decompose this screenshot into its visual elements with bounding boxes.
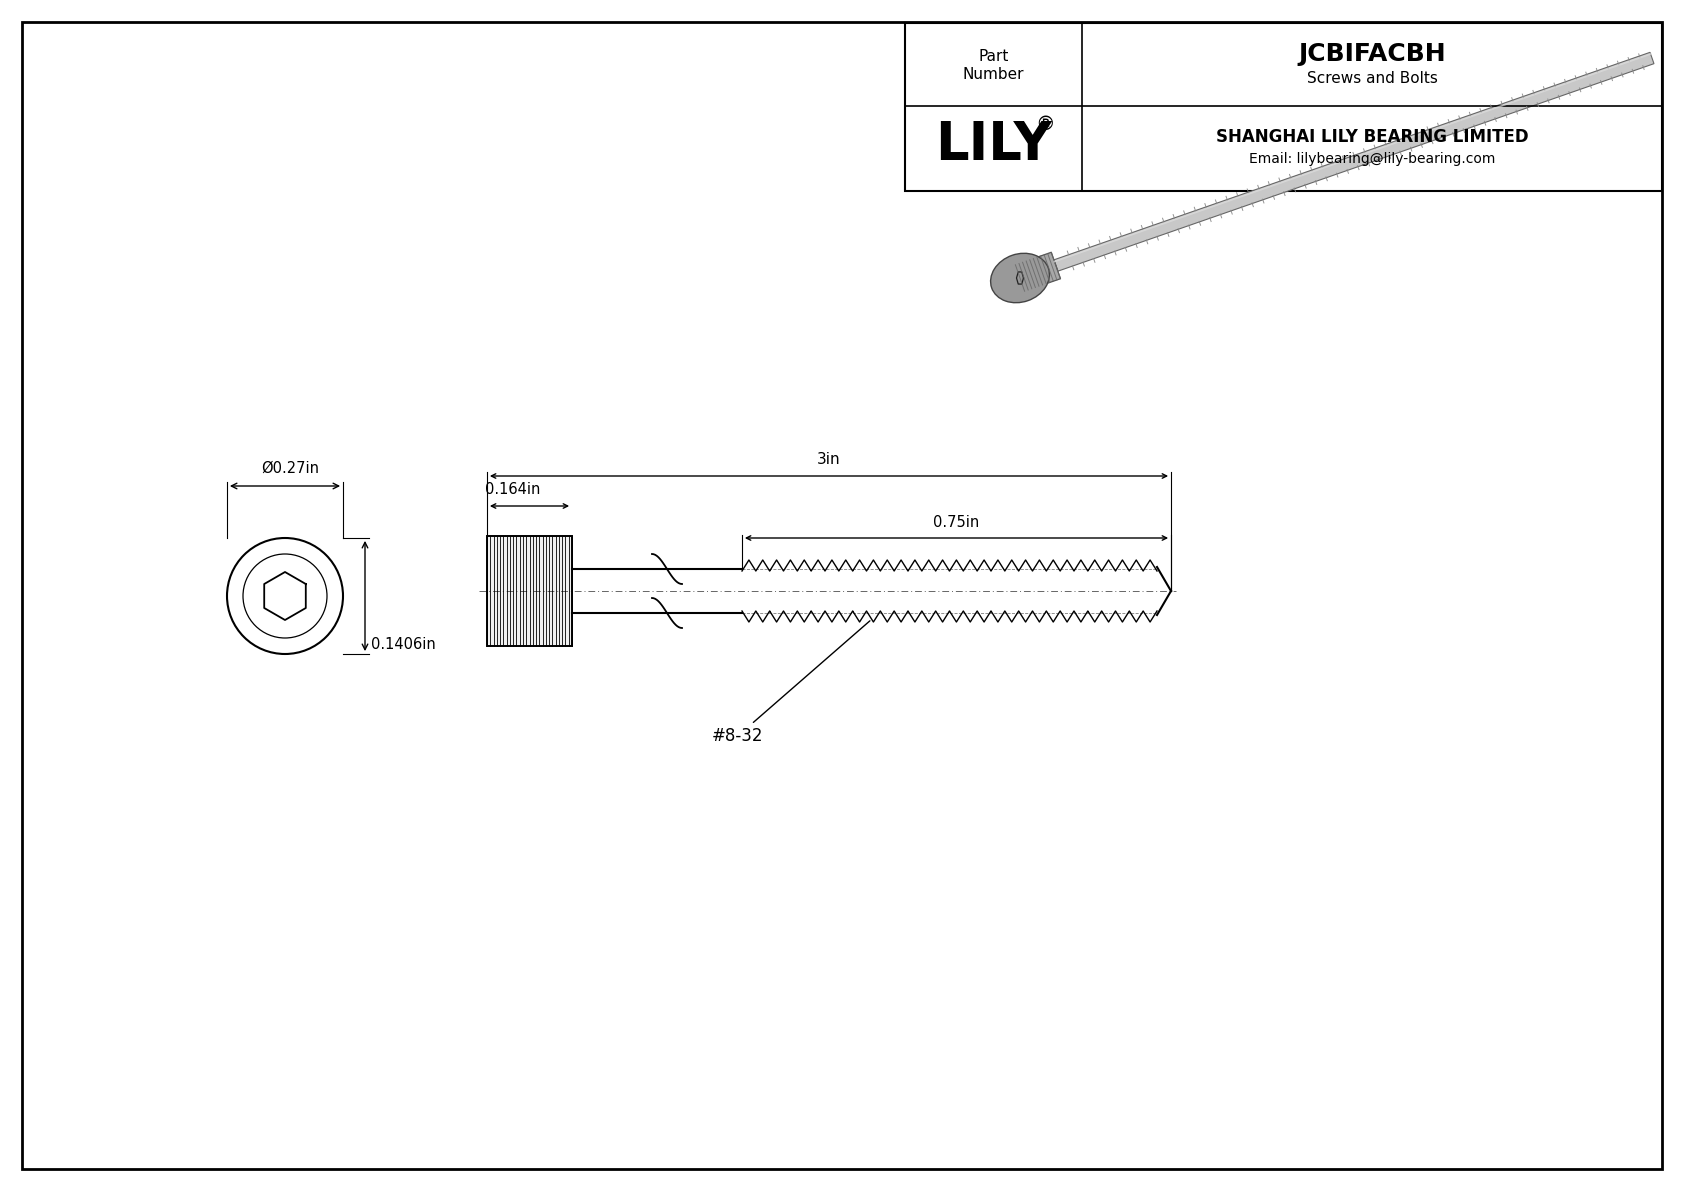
Bar xyxy=(904,23,1662,191)
Text: #8-32: #8-32 xyxy=(712,621,871,746)
Text: 0.75in: 0.75in xyxy=(933,515,980,530)
Polygon shape xyxy=(1054,52,1654,272)
Text: JCBIFACBH: JCBIFACBH xyxy=(1298,43,1447,67)
Text: LILY: LILY xyxy=(935,118,1052,170)
Text: ®: ® xyxy=(1036,116,1056,135)
Text: Part: Part xyxy=(978,49,1009,64)
Text: Screws and Bolts: Screws and Bolts xyxy=(1307,71,1438,86)
Bar xyxy=(487,536,573,646)
Text: 3in: 3in xyxy=(817,453,840,467)
Text: Email: lilybearing@lily-bearing.com: Email: lilybearing@lily-bearing.com xyxy=(1250,151,1495,166)
Polygon shape xyxy=(1015,252,1061,292)
Text: SHANGHAI LILY BEARING LIMITED: SHANGHAI LILY BEARING LIMITED xyxy=(1216,127,1529,145)
Text: 0.164in: 0.164in xyxy=(485,482,541,497)
Ellipse shape xyxy=(990,254,1049,303)
Text: 0.1406in: 0.1406in xyxy=(370,637,436,651)
Text: Number: Number xyxy=(963,67,1024,82)
Text: Ø0.27in: Ø0.27in xyxy=(261,461,318,476)
